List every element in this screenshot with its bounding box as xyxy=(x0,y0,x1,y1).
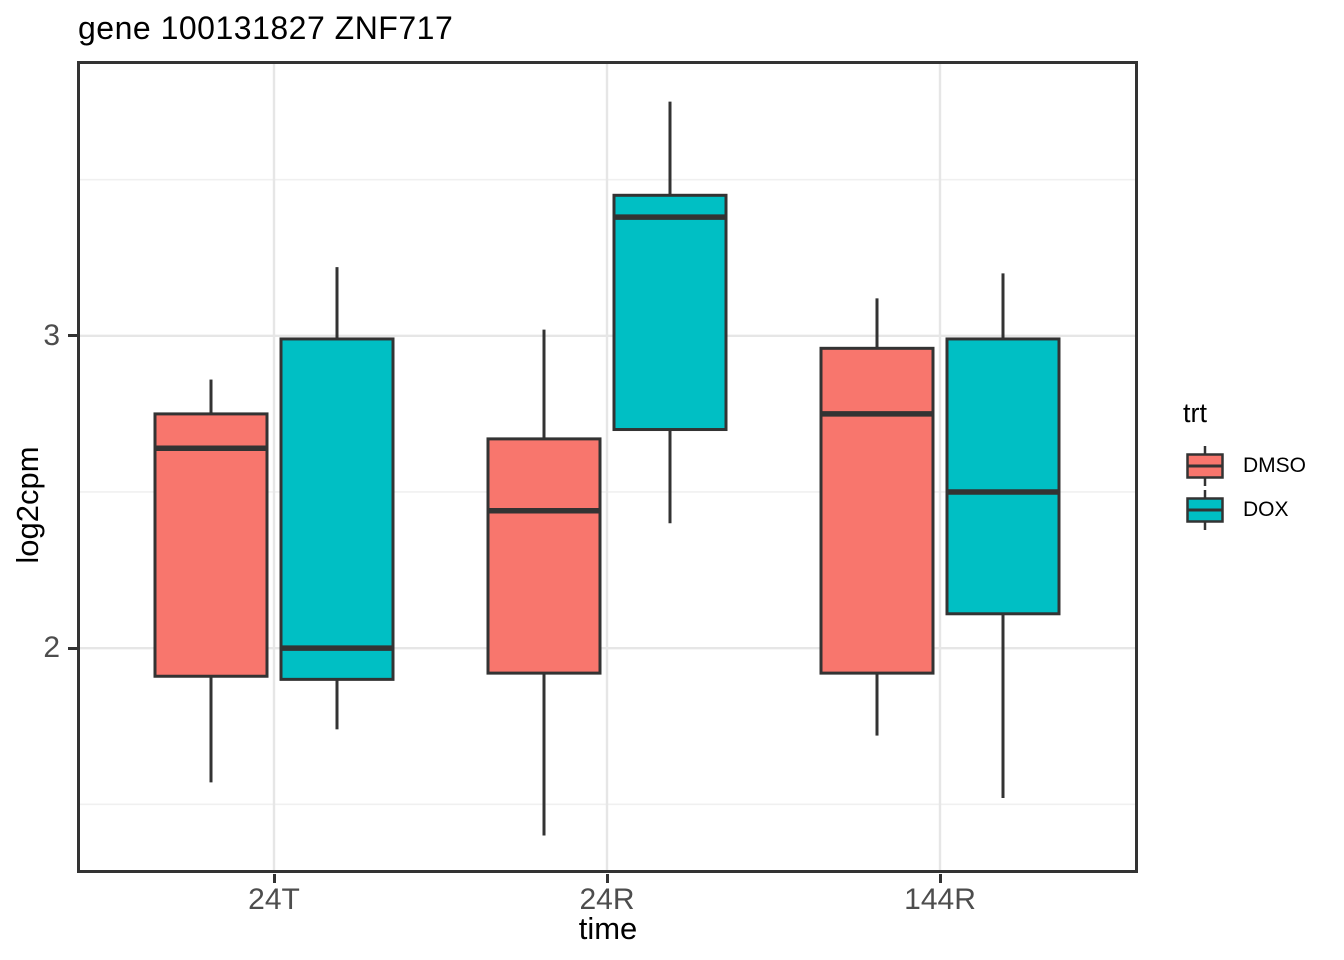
x-axis-title: time xyxy=(578,911,638,946)
box-DMSO-24R-iqr xyxy=(486,437,602,675)
y-tick-label: 2 xyxy=(43,631,60,665)
y-tick-mark xyxy=(68,646,77,650)
x-tick-mark xyxy=(938,874,942,883)
box-DMSO-144R-iqr xyxy=(819,346,935,675)
box-DOX-24R-iqr xyxy=(612,193,728,432)
panel-canvas xyxy=(77,61,1138,873)
boxplot-key-icon xyxy=(1186,490,1224,530)
legend-key-dmso: DMSO xyxy=(1183,444,1306,488)
plot-title: gene 100131827 ZNF717 xyxy=(78,10,454,46)
x-tick-mark xyxy=(272,874,276,883)
x-tick-mark xyxy=(605,874,609,883)
x-tick-label: 24R xyxy=(579,883,635,916)
box-DMSO-24T-iqr xyxy=(153,412,269,678)
x-tick-label: 144R xyxy=(904,883,976,916)
y-axis-title: log2cpm xyxy=(10,446,45,564)
legend-label-dox: DOX xyxy=(1243,498,1289,521)
box-DOX-24T-iqr xyxy=(279,337,395,681)
x-tick-label: 24T xyxy=(248,883,300,916)
legend-key-dox: DOX xyxy=(1183,488,1289,532)
box-DOX-144R-iqr xyxy=(945,337,1061,616)
boxplot-key-icon xyxy=(1186,446,1224,486)
y-tick-label: 3 xyxy=(43,318,60,352)
panel-border xyxy=(77,61,1138,873)
legend-title: trt xyxy=(1183,398,1207,428)
legend-label-dmso: DMSO xyxy=(1243,454,1306,477)
y-tick-mark xyxy=(68,334,77,338)
plot-panel xyxy=(77,61,1138,873)
